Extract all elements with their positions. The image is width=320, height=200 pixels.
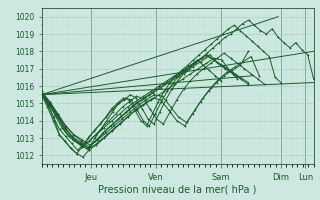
X-axis label: Pression niveau de la mer( hPa ): Pression niveau de la mer( hPa ) (99, 185, 257, 195)
